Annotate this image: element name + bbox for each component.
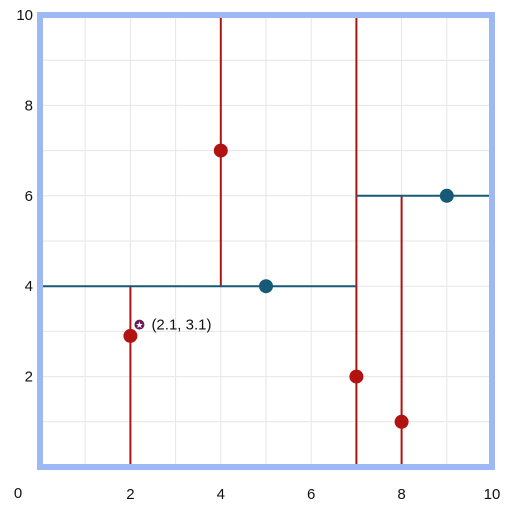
data-point-red: [349, 369, 364, 384]
axis-ticks: 2 4 6 8 10 2 4 6 8 10 0: [14, 7, 501, 503]
data-point-teal: [259, 279, 273, 294]
query-point: [134, 319, 145, 330]
query-point-label: (2.1, 3.1): [151, 317, 211, 334]
plot-frame: [37, 12, 495, 470]
data-points: [123, 143, 454, 429]
data-point-teal: [439, 188, 454, 203]
y-tick-label: 2: [25, 369, 33, 386]
y-tick-label: 4: [25, 278, 33, 295]
data-point-red: [213, 143, 228, 158]
data-point-red: [123, 328, 138, 343]
x-tick-label: 6: [307, 486, 315, 503]
y-tick-label: 8: [25, 97, 33, 114]
x-tick-label: 10: [484, 486, 501, 503]
x-tick-label: 8: [397, 486, 405, 503]
y-tick-label: 6: [25, 188, 33, 205]
y-tick-label: 10: [16, 7, 33, 24]
x-tick-label: 4: [217, 486, 225, 503]
query-marker: ★ (2.1, 3.1): [134, 317, 211, 334]
data-point-red: [394, 414, 409, 429]
query-star-icon: ★: [135, 321, 143, 331]
x-tick-label: 2: [126, 486, 134, 503]
origin-tick-label: 0: [14, 485, 22, 502]
